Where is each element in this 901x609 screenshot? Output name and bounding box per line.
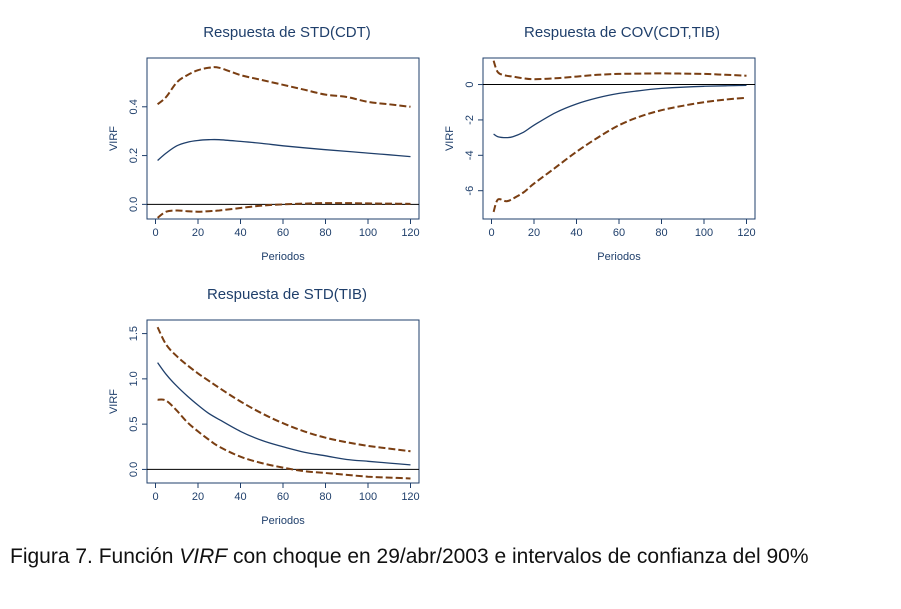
chart2-xtick-label: 80: [655, 227, 667, 239]
chart3-xtick-label: 100: [359, 491, 377, 503]
chart1-title: Respuesta de STD(CDT): [203, 24, 371, 41]
chart3-frame: [146, 319, 420, 484]
chart3-xlabel: Periodos: [261, 515, 305, 527]
chart1-xtick-label: 40: [234, 227, 246, 239]
chart2-frame: [482, 57, 756, 220]
chart1-xlabel: Periodos: [261, 251, 305, 263]
chart3-xtick-label: 0: [152, 491, 158, 503]
chart3-virf-line: [157, 362, 411, 466]
chart2-ytick-label: -6: [464, 186, 476, 196]
chart2-ylabel: VIRF: [444, 126, 456, 151]
chart2-xtick-label: 0: [488, 227, 494, 239]
chart1-lower-band-line: [156, 202, 411, 219]
chart2-xtick-label: 60: [613, 227, 625, 239]
chart1-xtick-label: 60: [277, 227, 289, 239]
figure-caption: Figura 7. Función VIRF con choque en 29/…: [10, 545, 809, 569]
chart3-ytick-label: 0.5: [128, 416, 140, 431]
chart1-frame: [146, 57, 420, 220]
chart2-xlabel: Periodos: [597, 251, 641, 263]
chart2-xtick-label: 100: [695, 227, 713, 239]
caption-emphasis: VIRF: [179, 545, 228, 568]
chart2-lower-band-line: [492, 96, 747, 213]
caption-prefix: Figura 7. Función: [10, 545, 180, 568]
chart1-xtick-label: 100: [359, 227, 377, 239]
chart2-ytick-label: -4: [464, 150, 476, 160]
chart3-ytick-label: 0.0: [128, 462, 140, 477]
chart1-panel: Respuesta de STD(CDT) 0 20 40 60 80 100 120 0.0 0…: [108, 24, 420, 263]
chart3-title: Respuesta de STD(TIB): [207, 286, 367, 303]
chart1-virf-line: [157, 138, 411, 161]
chart2-xtick-label: 20: [528, 227, 540, 239]
chart3-xtick-label: 40: [234, 491, 246, 503]
chart3-ytick-label: 1.0: [128, 371, 140, 386]
chart3-lower-band-line: [157, 398, 411, 480]
caption-suffix: con choque en 29/abr/2003 e intervalos d…: [227, 545, 809, 568]
chart3-ylabel: VIRF: [108, 389, 120, 414]
chart2-xtick-label: 120: [737, 227, 755, 239]
chart1-xtick-label: 0: [152, 227, 158, 239]
chart2-panel: Respuesta de COV(CDT,TIB) 0 20 40 60 80 100 120…: [444, 24, 756, 263]
chart1-xtick-label: 120: [401, 227, 419, 239]
chart3-upper-band-line: [156, 326, 411, 453]
chart2-upper-band-line: [492, 60, 747, 81]
chart3-xtick-label: 20: [192, 491, 204, 503]
chart3-xtick-label: 60: [277, 491, 289, 503]
chart3-ytick-label: 1.5: [128, 326, 140, 341]
chart1-xtick-label: 80: [319, 227, 331, 239]
chart3-xtick-label: 120: [401, 491, 419, 503]
chart3-panel: Respuesta de STD(TIB) 0 20 40 60 80 100 120 0.0 0…: [108, 286, 420, 527]
chart2-xtick-label: 40: [570, 227, 582, 239]
chart1-xtick-label: 20: [192, 227, 204, 239]
chart1-upper-band-line: [156, 66, 411, 108]
chart1-ytick-label: 0.0: [128, 197, 140, 212]
chart1-ylabel: VIRF: [108, 126, 120, 151]
chart2-title: Respuesta de COV(CDT,TIB): [524, 24, 720, 41]
chart1-ytick-label: 0.4: [128, 99, 140, 114]
chart2-virf-line: [493, 84, 747, 139]
chart3-xtick-label: 80: [319, 491, 331, 503]
chart2-ytick-label: 0: [464, 81, 476, 87]
chart2-ytick-label: -2: [464, 115, 476, 125]
chart1-ytick-label: 0.2: [128, 148, 140, 163]
